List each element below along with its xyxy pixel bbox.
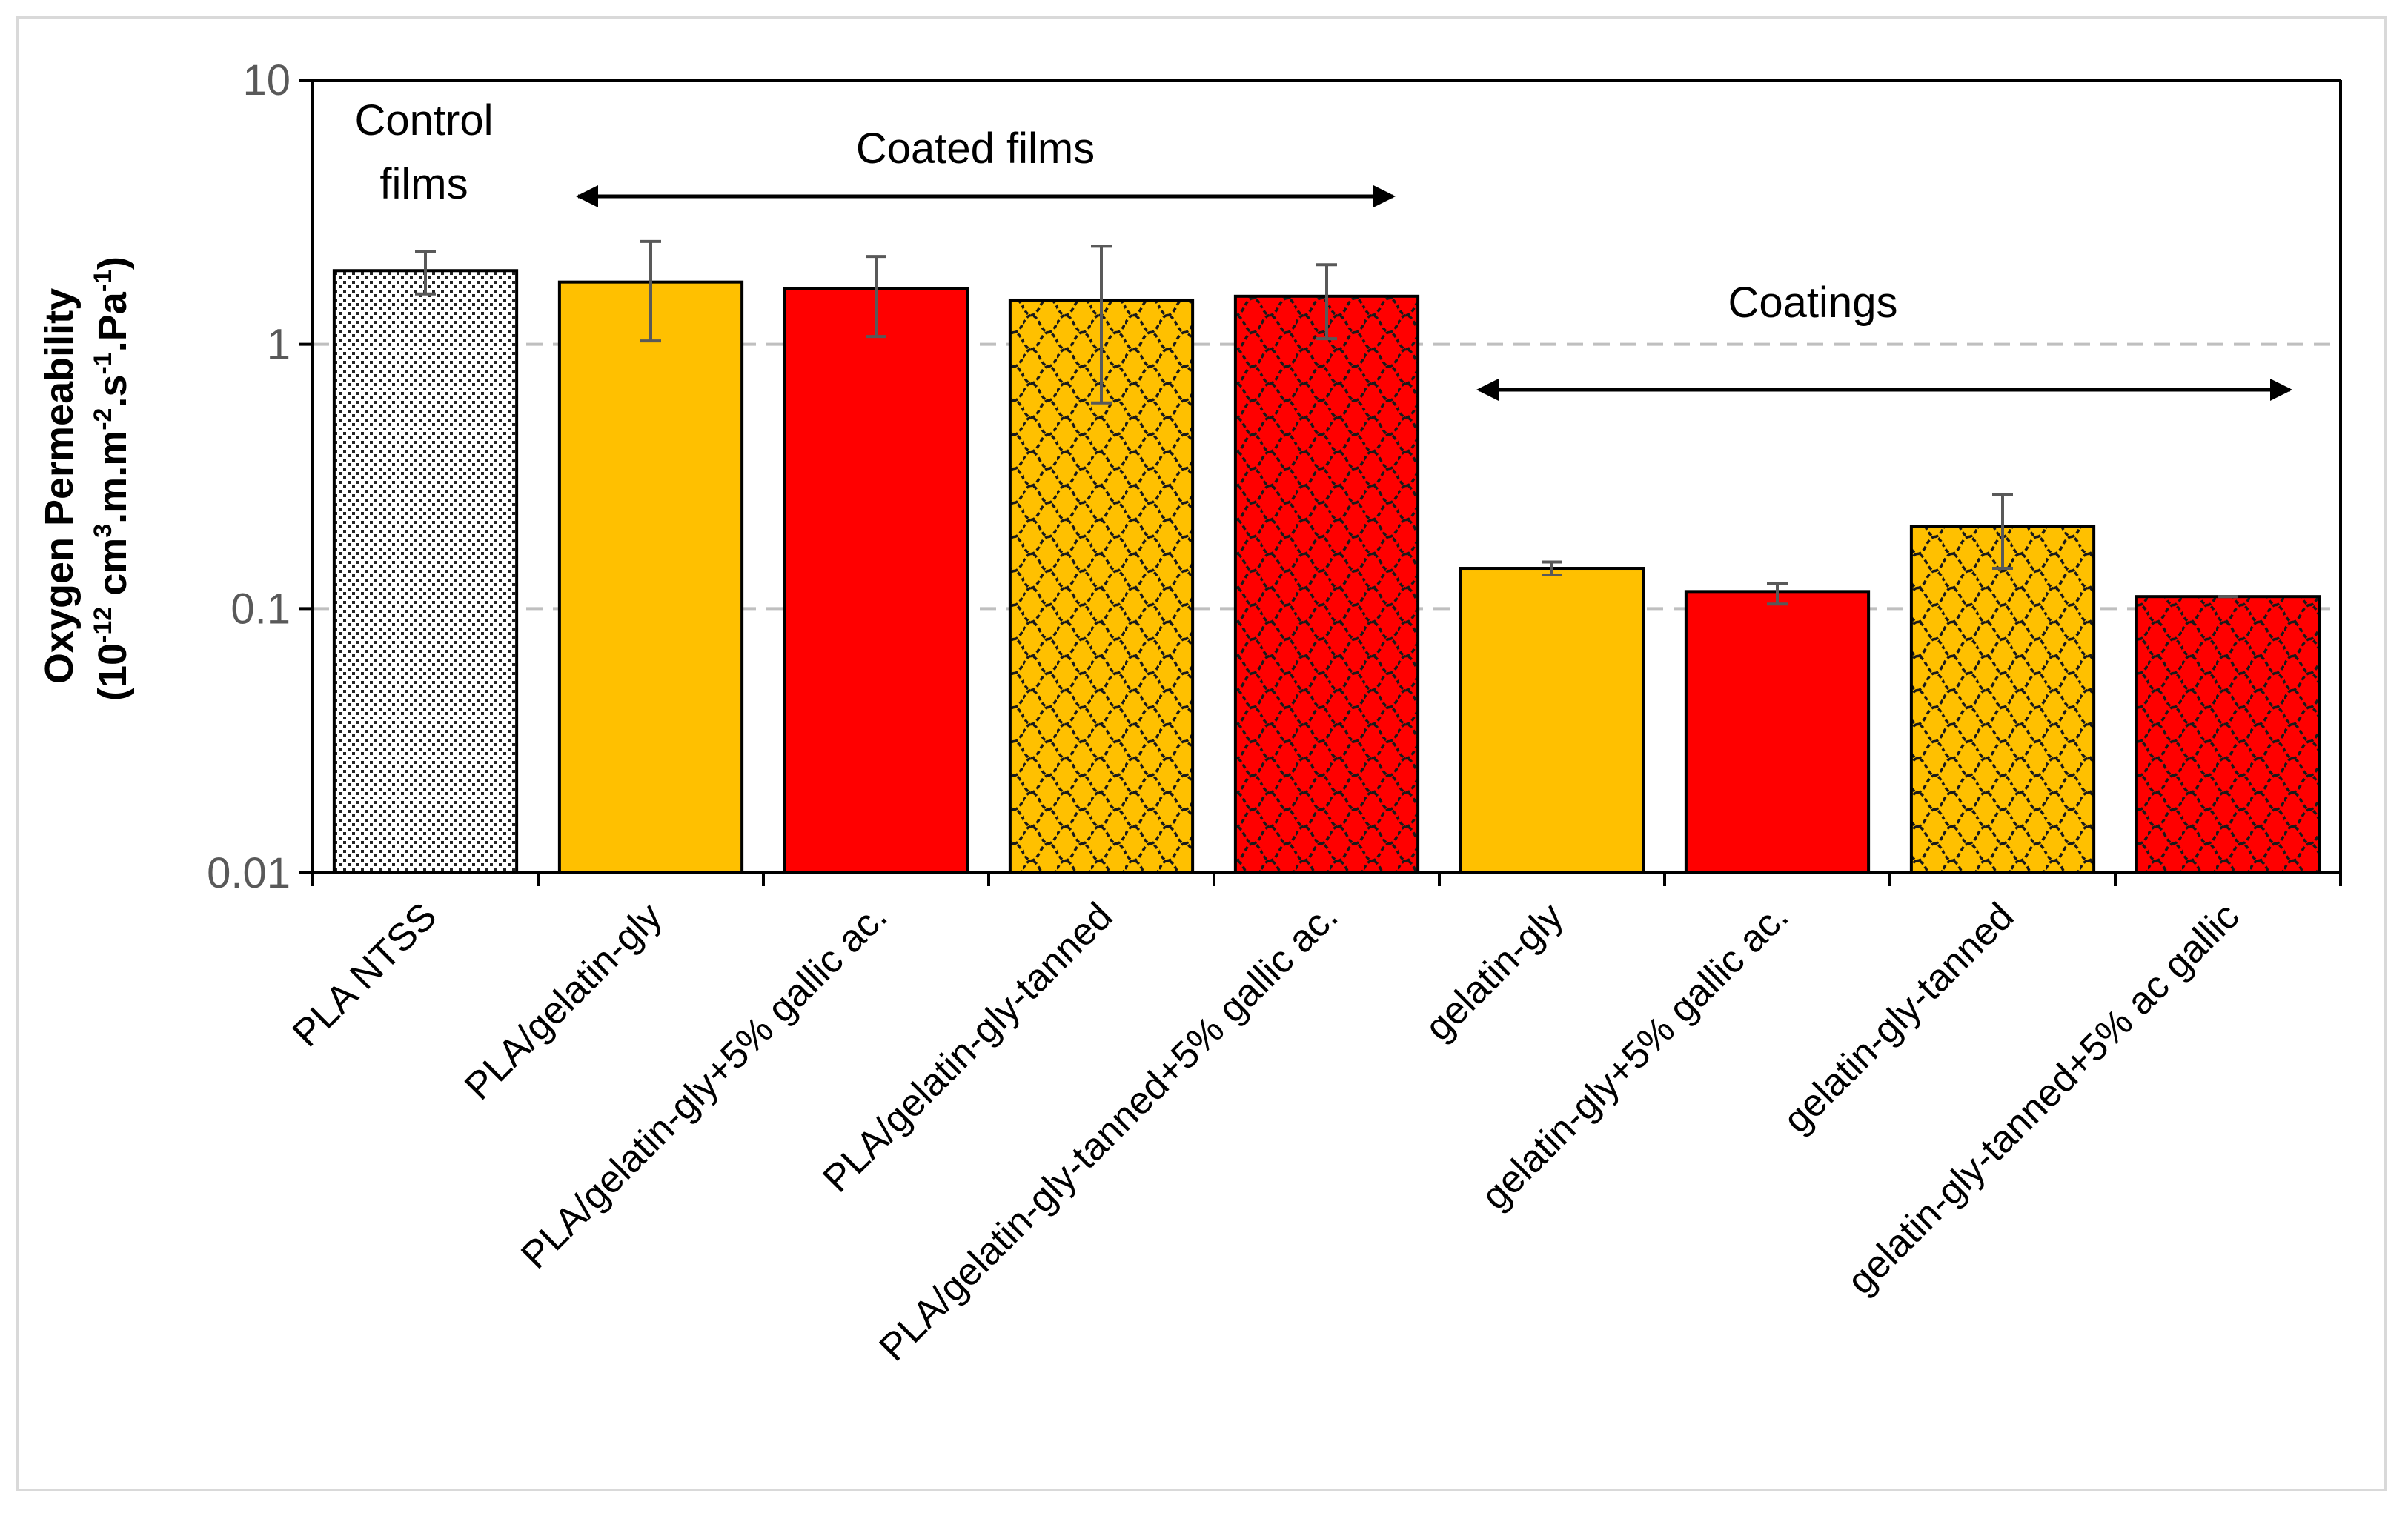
bar-1	[557, 280, 744, 875]
bar-8	[2135, 595, 2321, 874]
bar-7	[1909, 525, 2096, 874]
annotation-coated-films: Coated films	[856, 124, 1095, 173]
errorbar-1	[640, 239, 661, 343]
errorbar-2	[866, 255, 886, 339]
bar-6	[1684, 590, 1871, 874]
y-tick-label-3: 0.01	[207, 849, 291, 897]
bar-0	[332, 269, 519, 874]
annotation-coatings: Coatings	[1728, 279, 1898, 327]
errorbar-5	[1542, 560, 1562, 576]
y-tick-labels: 10 1 0.1 0.01	[207, 56, 291, 897]
errorbar-0	[415, 250, 436, 296]
errorbar-3	[1091, 245, 1112, 405]
x-tick-label-7: gelatin-gly-tanned	[1775, 894, 2022, 1141]
x-tick-label-1: PLA/gelatin-gly	[457, 894, 670, 1108]
y-tick-label-2: 0.1	[230, 585, 291, 633]
y-axis-title-line1: Oxygen Permeability	[37, 288, 82, 684]
x-tick-label-5: gelatin-gly	[1417, 894, 1572, 1049]
errorbar-4	[1316, 263, 1337, 341]
y-tick-label-0: 10	[242, 56, 291, 104]
bars	[332, 269, 2321, 875]
chart-frame	[16, 16, 2387, 1491]
y-tick-label-1: 1	[267, 321, 291, 369]
errorbar-7	[1992, 493, 2013, 571]
bar-5	[1459, 567, 1645, 874]
bar-2	[783, 287, 969, 874]
errorbar-6	[1767, 582, 1788, 606]
bar-4	[1233, 294, 1420, 874]
y-axis-title-line2: (10-12 cm3.m.m-2.s-1.Pa-1)	[89, 256, 135, 701]
x-tick-label-0: PLA NTSS	[285, 894, 445, 1055]
x-tick-labels: PLA NTSS PLA/gelatin-glyPLA/gelatin-gly+5…	[285, 894, 2248, 1369]
annotation-control-line2: films	[379, 160, 468, 208]
axes	[299, 79, 2342, 886]
x-tick-label-2: PLA/gelatin-gly+5% gallic ac.	[513, 894, 895, 1277]
x-tick-label-8: gelatin-gly-tanned+5% ac gallic	[1839, 894, 2247, 1303]
x-tick-label-4: PLA/gelatin-gly-tanned+5% gallic ac.	[872, 894, 1347, 1369]
annotation-control-line1: Control	[355, 96, 494, 144]
error-bars	[415, 239, 2238, 606]
